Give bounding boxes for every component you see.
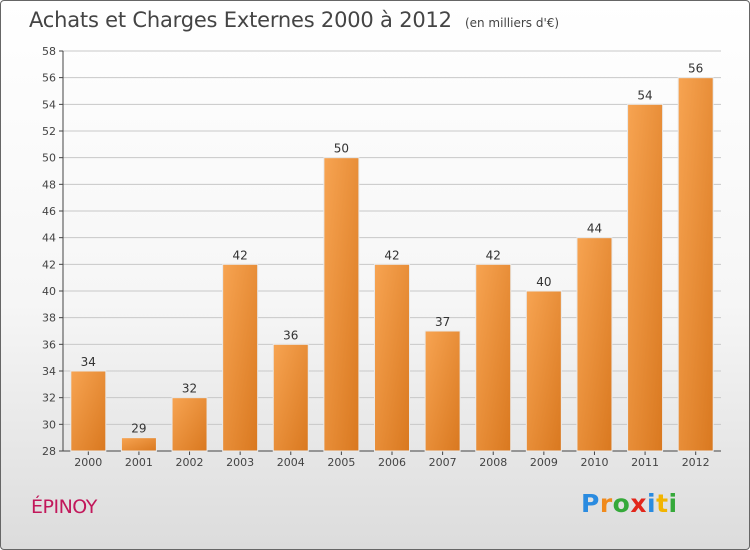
data-label: 54 — [637, 88, 652, 102]
y-tick-label: 32 — [42, 392, 56, 405]
data-label: 56 — [688, 62, 703, 76]
data-label: 44 — [587, 222, 602, 236]
bar — [272, 343, 309, 452]
bar — [171, 397, 208, 452]
bar — [323, 157, 360, 452]
y-tick-label: 42 — [42, 258, 56, 271]
bars — [70, 77, 714, 452]
y-tick-label: 46 — [42, 205, 56, 218]
y-tick-label: 40 — [42, 285, 56, 298]
x-tick-label: 2008 — [479, 456, 507, 469]
data-label: 42 — [486, 248, 501, 262]
y-tick-label: 50 — [42, 152, 56, 165]
proxiti-logo: Proxiti — [581, 489, 678, 518]
data-labels: 34 29 32 42 36 50 42 37 42 40 44 54 56 — [81, 62, 704, 436]
bar — [525, 290, 562, 452]
chart-title: Achats et Charges Externes 2000 à 2012 — [29, 8, 452, 32]
y-tick-label: 52 — [42, 125, 56, 138]
y-tick-label: 36 — [42, 338, 56, 351]
y-tick-label: 30 — [42, 418, 56, 431]
data-label: 42 — [384, 248, 399, 262]
bar — [576, 237, 613, 452]
x-tick-label: 2006 — [378, 456, 406, 469]
logo-letter: x — [630, 489, 647, 518]
title-block: Achats et Charges Externes 2000 à 2012 (… — [29, 8, 559, 32]
y-tick-label: 56 — [42, 72, 56, 85]
bar — [424, 330, 461, 452]
x-tick-label: 2010 — [580, 456, 608, 469]
logo-letter: i — [668, 489, 678, 518]
chart-subtitle: (en milliers d'€) — [464, 16, 560, 30]
x-tick-label: 2003 — [226, 456, 254, 469]
logo-letter: P — [581, 489, 600, 518]
x-tick-label: 2002 — [176, 456, 204, 469]
x-tick-label: 2000 — [74, 456, 102, 469]
bar — [374, 263, 410, 452]
y-tick-label: 54 — [42, 98, 56, 111]
bar — [120, 437, 157, 452]
data-label: 42 — [233, 248, 248, 262]
y-tick-label: 34 — [42, 365, 56, 378]
bar — [222, 263, 259, 452]
data-label: 37 — [435, 315, 450, 329]
x-tick-label: 2007 — [429, 456, 457, 469]
data-label: 29 — [131, 422, 146, 436]
x-tick-label: 2001 — [125, 456, 153, 469]
bar — [627, 103, 664, 452]
data-label: 32 — [182, 382, 197, 396]
y-tick-label: 28 — [42, 445, 56, 458]
logo-letter: t — [656, 489, 669, 518]
x-tick-label: 2012 — [682, 456, 710, 469]
bar — [677, 77, 714, 452]
y-tick-label: 38 — [42, 312, 56, 325]
logo-letter: o — [612, 489, 631, 518]
data-label: 36 — [283, 328, 298, 342]
bar — [475, 263, 512, 452]
y-tick-label: 58 — [42, 45, 56, 58]
logo-letter: i — [647, 489, 657, 518]
logo-letter: r — [599, 489, 613, 518]
y-tick-label: 44 — [42, 232, 56, 245]
bar — [70, 370, 107, 452]
y-tick-label: 48 — [42, 178, 56, 191]
data-label: 50 — [334, 142, 349, 156]
data-label: 34 — [81, 355, 96, 369]
x-tick-label: 2009 — [530, 456, 558, 469]
x-tick-label: 2005 — [327, 456, 355, 469]
data-label: 40 — [536, 275, 551, 289]
commune-name: ÉPINOY — [31, 496, 97, 518]
x-tick-label: 2004 — [277, 456, 305, 469]
x-tick-label: 2011 — [631, 456, 659, 469]
